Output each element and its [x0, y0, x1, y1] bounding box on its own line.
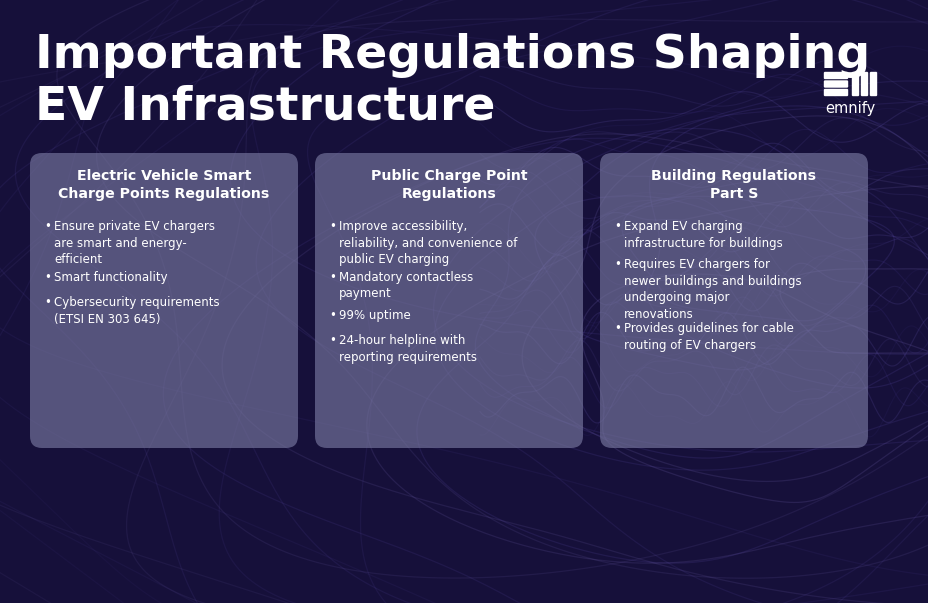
Text: •: •: [329, 220, 336, 233]
FancyBboxPatch shape: [860, 72, 868, 96]
Text: emnify: emnify: [824, 101, 875, 116]
Text: 24-hour helpline with
reporting requirements: 24-hour helpline with reporting requirem…: [339, 334, 476, 364]
FancyBboxPatch shape: [823, 80, 847, 87]
FancyBboxPatch shape: [851, 72, 858, 96]
Text: Expand EV charging
infrastructure for buildings: Expand EV charging infrastructure for bu…: [624, 220, 782, 250]
FancyBboxPatch shape: [869, 72, 876, 96]
FancyBboxPatch shape: [599, 153, 867, 448]
Text: •: •: [329, 334, 336, 347]
Text: Requires EV chargers for
newer buildings and buildings
undergoing major
renovati: Requires EV chargers for newer buildings…: [624, 258, 801, 321]
Text: •: •: [329, 309, 336, 322]
Text: •: •: [44, 296, 51, 309]
Text: •: •: [329, 271, 336, 284]
Text: EV Infrastructure: EV Infrastructure: [35, 85, 495, 130]
Text: Ensure private EV chargers
are smart and energy-
efficient: Ensure private EV chargers are smart and…: [54, 220, 214, 266]
Text: •: •: [44, 220, 51, 233]
Text: Electric Vehicle Smart
Charge Points Regulations: Electric Vehicle Smart Charge Points Reg…: [58, 169, 269, 201]
Text: Provides guidelines for cable
routing of EV chargers: Provides guidelines for cable routing of…: [624, 322, 793, 352]
Text: Mandatory contactless
payment: Mandatory contactless payment: [339, 271, 472, 300]
Text: Smart functionality: Smart functionality: [54, 271, 167, 284]
FancyBboxPatch shape: [823, 72, 847, 79]
Text: Improve accessibility,
reliability, and convenience of
public EV charging: Improve accessibility, reliability, and …: [339, 220, 517, 266]
FancyBboxPatch shape: [823, 89, 847, 96]
Text: Building Regulations
Part S: Building Regulations Part S: [651, 169, 816, 201]
Text: 99% uptime: 99% uptime: [339, 309, 410, 322]
Text: •: •: [613, 322, 620, 335]
Text: •: •: [613, 258, 620, 271]
Text: Cybersecurity requirements
(ETSI EN 303 645): Cybersecurity requirements (ETSI EN 303 …: [54, 296, 219, 326]
Text: •: •: [44, 271, 51, 284]
Text: Important Regulations Shaping: Important Regulations Shaping: [35, 33, 870, 78]
FancyBboxPatch shape: [30, 153, 298, 448]
Text: •: •: [613, 220, 620, 233]
FancyBboxPatch shape: [315, 153, 583, 448]
Text: Public Charge Point
Regulations: Public Charge Point Regulations: [370, 169, 527, 201]
